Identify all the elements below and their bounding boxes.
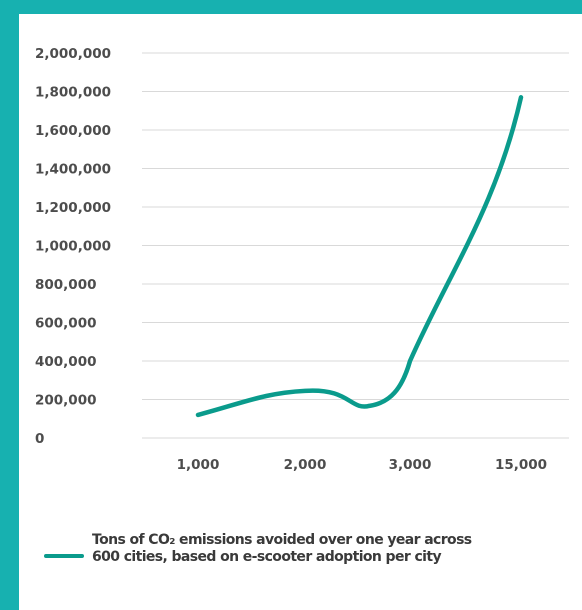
line-chart: 0 200,000 400,000 600,000 800,000 1,000,000 1,… bbox=[35, 46, 569, 473]
y-tick-label: 2,000,000 bbox=[35, 46, 111, 62]
legend-label-line-2: 600 cities, based on e-scooter adoption … bbox=[92, 549, 442, 565]
x-axis-tick-labels: 1,000 2,000 3,000 15,000 bbox=[177, 457, 547, 473]
y-tick-label: 0 bbox=[35, 431, 44, 447]
x-tick-label: 3,000 bbox=[389, 457, 432, 473]
y-tick-label: 1,800,000 bbox=[35, 85, 111, 101]
y-tick-label: 1,200,000 bbox=[35, 200, 111, 216]
legend-label: Tons of CO₂ emissions avoided over one y… bbox=[92, 532, 582, 566]
y-axis-tick-labels: 0 200,000 400,000 600,000 800,000 1,000,000 1,… bbox=[35, 46, 111, 447]
y-tick-label: 1,000,000 bbox=[35, 239, 111, 255]
legend: Tons of CO₂ emissions avoided over one y… bbox=[44, 532, 582, 592]
x-tick-label: 1,000 bbox=[177, 457, 220, 473]
y-tick-label: 800,000 bbox=[35, 277, 97, 293]
legend-swatch bbox=[44, 554, 84, 558]
gridlines bbox=[142, 52, 569, 439]
y-tick-label: 400,000 bbox=[35, 354, 97, 370]
x-tick-label: 2,000 bbox=[284, 457, 327, 473]
y-tick-label: 600,000 bbox=[35, 316, 97, 332]
y-tick-label: 1,400,000 bbox=[35, 162, 111, 178]
series-line bbox=[195, 95, 524, 418]
y-tick-label: 200,000 bbox=[35, 393, 97, 409]
legend-label-line-1: Tons of CO₂ emissions avoided over one y… bbox=[92, 532, 472, 548]
series-lines bbox=[195, 95, 524, 418]
chart-panel: 0 200,000 400,000 600,000 800,000 1,000,000 1,… bbox=[19, 14, 582, 610]
x-tick-label: 15,000 bbox=[495, 457, 547, 473]
y-tick-label: 1,600,000 bbox=[35, 123, 111, 139]
